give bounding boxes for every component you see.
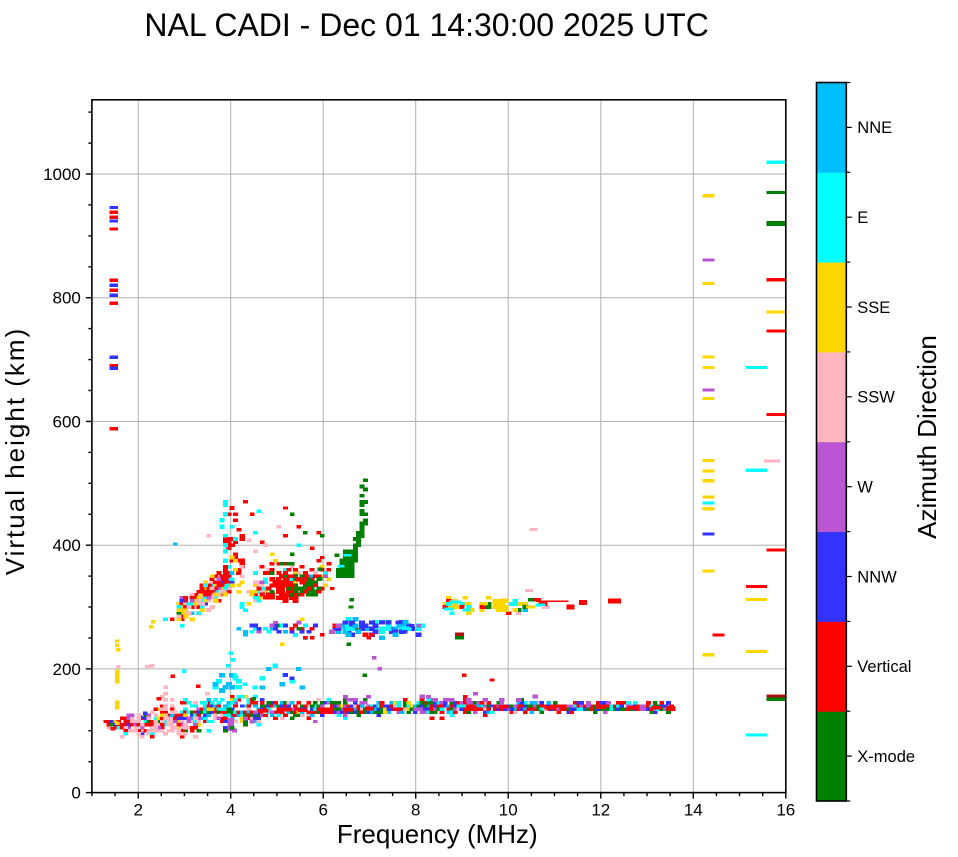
svg-text:400: 400: [53, 536, 81, 555]
svg-text:200: 200: [53, 660, 81, 679]
svg-text:4: 4: [226, 801, 235, 820]
svg-text:NNW: NNW: [857, 568, 897, 586]
svg-text:SSE: SSE: [857, 299, 890, 317]
svg-text:SSW: SSW: [857, 389, 895, 407]
svg-text:1000: 1000: [43, 165, 81, 184]
svg-text:800: 800: [53, 289, 81, 308]
svg-text:Azimuth Direction: Azimuth Direction: [912, 335, 942, 539]
svg-text:NNE: NNE: [857, 119, 892, 137]
svg-text:Virtual height (km): Virtual height (km): [0, 327, 30, 576]
svg-text:X-mode: X-mode: [857, 748, 915, 766]
svg-text:8: 8: [411, 801, 420, 820]
svg-text:0: 0: [71, 784, 80, 803]
svg-text:10: 10: [499, 801, 518, 820]
svg-text:6: 6: [318, 801, 327, 820]
svg-text:16: 16: [776, 801, 795, 820]
svg-text:Vertical: Vertical: [857, 658, 911, 676]
svg-text:E: E: [857, 209, 868, 227]
svg-text:12: 12: [591, 801, 610, 820]
svg-text:2: 2: [133, 801, 142, 820]
svg-text:600: 600: [53, 412, 81, 431]
svg-text:Frequency (MHz): Frequency (MHz): [337, 819, 538, 849]
svg-text:NAL CADI - Dec 01 14:30:00 202: NAL CADI - Dec 01 14:30:00 2025 UTC: [144, 7, 708, 43]
svg-text:14: 14: [684, 801, 703, 820]
svg-text:W: W: [857, 479, 873, 497]
